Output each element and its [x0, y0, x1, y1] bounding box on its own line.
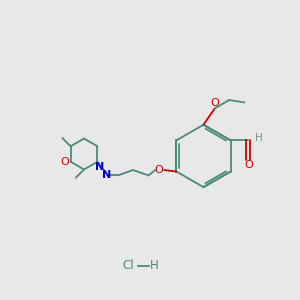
Text: N: N: [102, 170, 111, 180]
Text: O: O: [210, 98, 219, 108]
Text: Cl: Cl: [123, 260, 134, 272]
Text: H: H: [255, 133, 262, 143]
Text: N: N: [94, 162, 104, 172]
Text: O: O: [244, 160, 253, 170]
Text: O: O: [60, 157, 69, 167]
Text: H: H: [150, 260, 159, 272]
Text: O: O: [154, 165, 163, 175]
